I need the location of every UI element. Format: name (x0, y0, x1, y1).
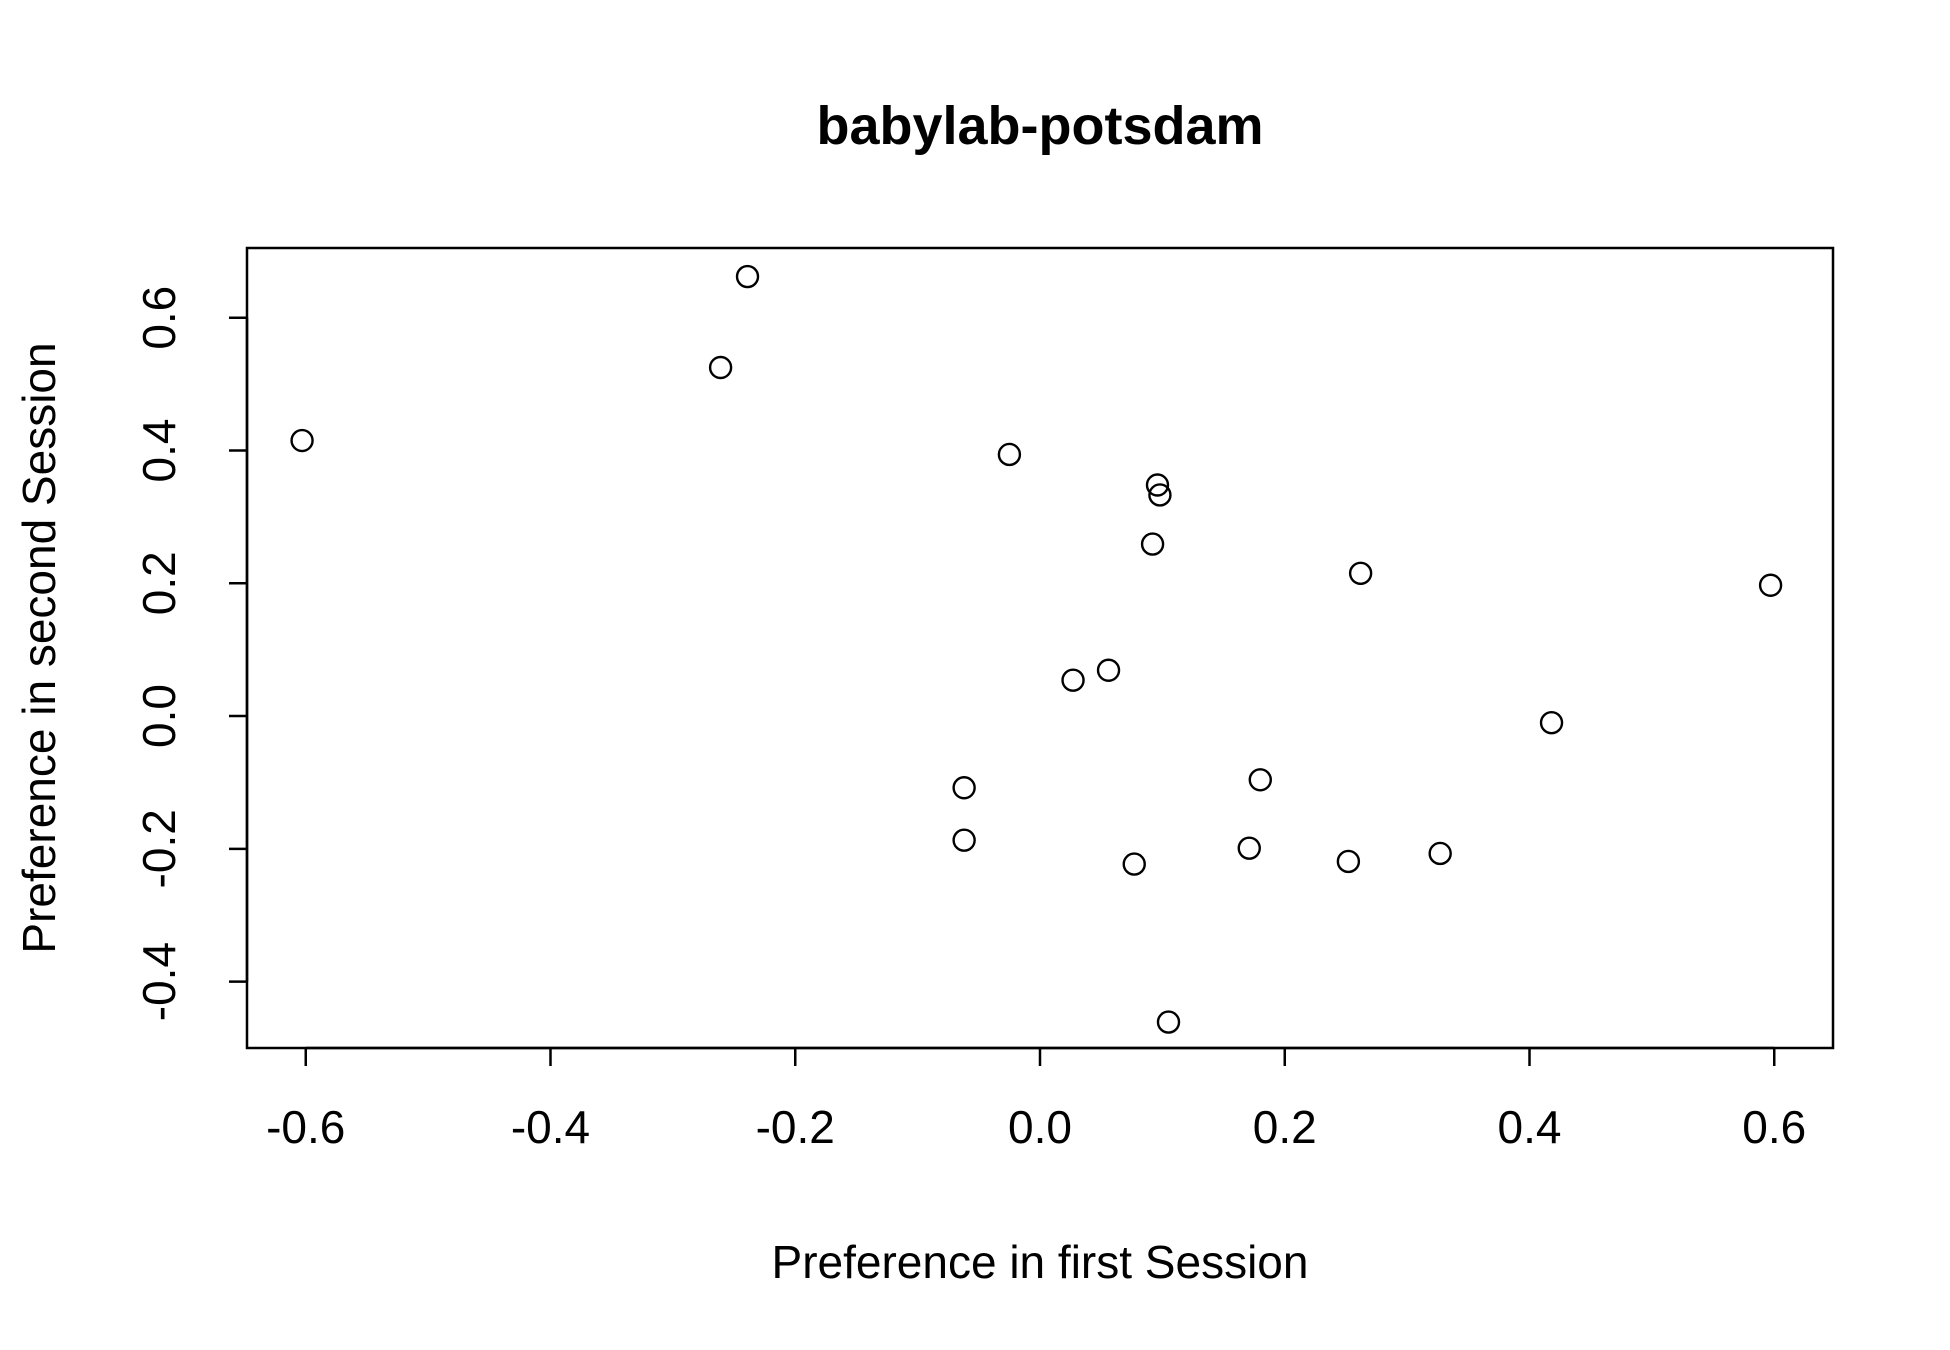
y-axis-label: Preference in second Session (13, 342, 65, 953)
x-tick-label: -0.4 (511, 1101, 590, 1153)
y-tick-label: 0.4 (133, 419, 185, 483)
data-point (1248, 768, 1272, 792)
y-tick-label: 0.0 (133, 684, 185, 748)
data-point (1428, 841, 1452, 866)
data-point (1122, 852, 1146, 876)
y-tick-label: 0.6 (133, 286, 185, 350)
x-tick-label: 0.4 (1498, 1101, 1562, 1153)
data-point (1145, 473, 1170, 497)
data-point (708, 355, 733, 380)
data-point (952, 776, 976, 800)
plot-frame (245, 246, 1835, 1050)
x-tick-label: 0.0 (1008, 1101, 1072, 1153)
data-point (952, 828, 976, 852)
data-point (1348, 561, 1373, 586)
x-tick-label: -0.2 (756, 1101, 835, 1153)
x-tick-label: 0.2 (1253, 1101, 1317, 1153)
data-point (735, 264, 760, 289)
data-point (1148, 483, 1172, 507)
data-point (290, 428, 314, 453)
data-point (1336, 849, 1361, 874)
data-point (1061, 668, 1085, 692)
data-point (1758, 573, 1783, 597)
data-point (1096, 658, 1121, 682)
chart-title: babylab-potsdam (816, 96, 1263, 156)
y-tick-label: -0.2 (133, 809, 185, 888)
x-axis: -0.6 -0.4 -0.2 0.0 0.2 0.4 0.6 (266, 1046, 1806, 1153)
y-tick-label: -0.4 (133, 942, 185, 1021)
data-point (1156, 1010, 1181, 1034)
data-point (997, 442, 1022, 467)
x-axis-label: Preference in first Session (772, 1236, 1309, 1288)
data-point (1140, 532, 1165, 556)
data-point (1237, 836, 1261, 860)
x-tick-label: -0.6 (266, 1101, 345, 1153)
data-point (1539, 710, 1564, 735)
y-tick-label: 0.2 (133, 551, 185, 615)
data-points (290, 264, 1783, 1034)
x-tick-label: 0.6 (1742, 1101, 1806, 1153)
y-axis: -0.4 -0.2 0.0 0.2 0.4 0.6 (133, 286, 249, 1021)
